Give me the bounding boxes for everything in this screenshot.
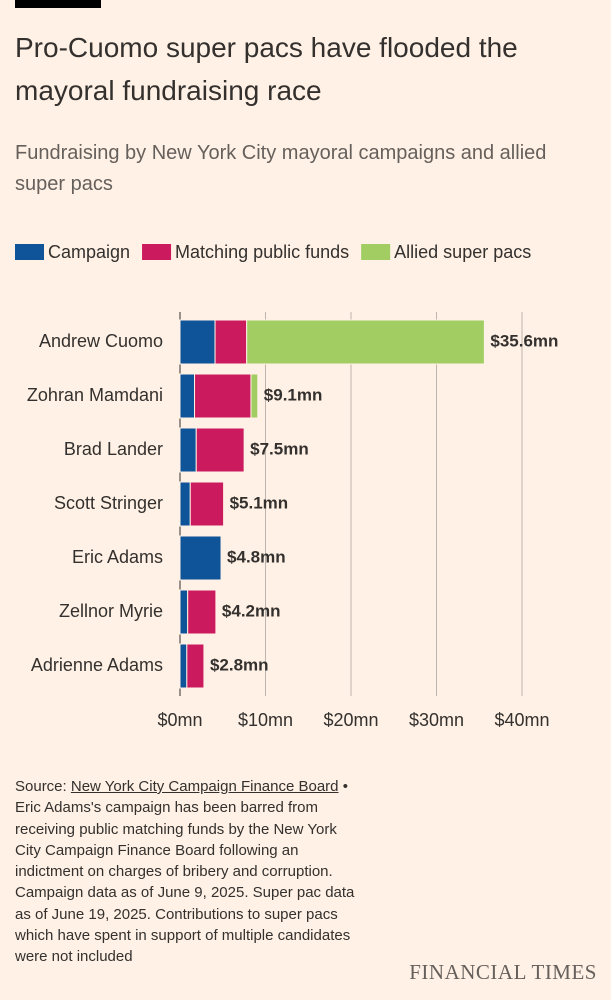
y-tick-label: Scott Stringer: [54, 493, 163, 513]
x-tick-label: $0mn: [157, 710, 202, 730]
bar-segment: [186, 643, 205, 689]
total-label: $7.5mn: [250, 439, 309, 458]
top-rule: [15, 0, 101, 8]
bar-segment: [179, 319, 216, 365]
brand: FINANCIAL TIMES: [409, 960, 597, 984]
bar-segment: [246, 319, 485, 365]
x-tick-label: $20mn: [323, 710, 378, 730]
bar-segment: [214, 319, 248, 365]
total-label: $9.1mn: [264, 385, 323, 404]
bar-segment: [187, 589, 217, 635]
bar-segment: [179, 535, 222, 581]
bar-segment: [250, 373, 259, 419]
y-tick-label: Zellnor Myrie: [59, 601, 163, 621]
bar-segment: [179, 643, 188, 689]
bar-segment: [179, 373, 196, 419]
bar-segment: [179, 427, 197, 473]
x-tick-label: $10mn: [238, 710, 293, 730]
y-tick-label: Adrienne Adams: [31, 655, 163, 675]
bar-segment: [194, 373, 252, 419]
y-tick-label: Eric Adams: [72, 547, 163, 567]
legend-swatch: [15, 244, 44, 260]
legend-swatch: [361, 244, 391, 260]
x-tick-label: $40mn: [494, 710, 549, 730]
chart: Campaign Matching public funds Allied supe…: [15, 242, 558, 730]
legend-label: Campaign: [48, 242, 130, 262]
chart-subtitle: Fundraising by New York City mayoral cam…: [15, 142, 547, 195]
x-tick-label: $30mn: [409, 710, 464, 730]
source-link[interactable]: New York City Campaign Finance Board: [70, 778, 339, 795]
total-label: $2.8mn: [210, 655, 269, 674]
note-text: • Eric Adams's campaign has been barred …: [15, 778, 355, 966]
total-label: $4.8mn: [227, 547, 286, 566]
y-tick-label: Brad Lander: [64, 439, 163, 459]
source-label: Source:: [15, 778, 67, 795]
total-label: $4.2mn: [222, 601, 281, 620]
bar-segment: [179, 481, 191, 527]
chart-title: Pro-Cuomo super pacs have flooded the ma…: [15, 32, 518, 106]
source-note: Source: New York City Campaign Finance B…: [15, 776, 365, 968]
y-tick-label: Zohran Mamdani: [27, 385, 163, 405]
bar-segment: [179, 589, 189, 635]
total-label: $5.1mn: [230, 493, 289, 512]
legend-label: Allied super pacs: [394, 242, 531, 262]
bar-segment: [189, 481, 225, 527]
legend-label: Matching public funds: [175, 242, 349, 262]
bar-segment: [195, 427, 245, 473]
legend-swatch: [142, 244, 172, 260]
y-tick-label: Andrew Cuomo: [39, 331, 163, 351]
total-label: $35.6mn: [490, 331, 558, 350]
